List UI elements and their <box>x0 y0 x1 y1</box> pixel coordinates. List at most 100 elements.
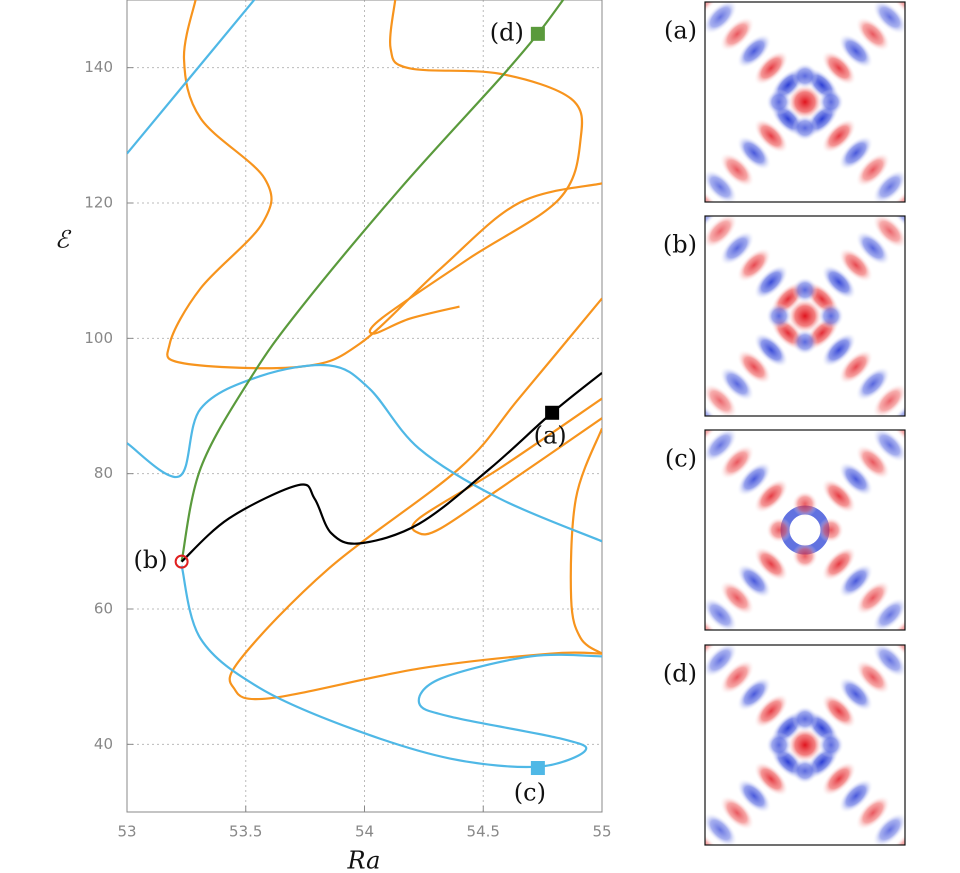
panel-blob <box>753 693 789 729</box>
x-tick-label: 54 <box>355 823 374 841</box>
marker-label: (d) <box>490 18 524 46</box>
panel-blob <box>787 727 823 763</box>
panel-blob <box>855 230 891 266</box>
panel-blob <box>719 366 755 402</box>
panel-blob <box>705 216 738 249</box>
panel-blob <box>753 478 789 514</box>
curve <box>127 0 256 155</box>
panel-blob <box>855 16 891 52</box>
panel-image <box>705 430 905 630</box>
panel-blob <box>766 517 792 543</box>
x-tick-label: 53.5 <box>229 823 262 841</box>
panel-blob <box>736 676 772 712</box>
x-axis-label: Ra <box>347 847 381 873</box>
panel-blob <box>838 135 874 171</box>
panel-blob <box>855 580 891 616</box>
panel-blob <box>855 444 891 480</box>
panel-blob <box>719 795 755 831</box>
panel-blob <box>753 264 789 300</box>
panel-blob <box>705 2 738 35</box>
panel-blob <box>736 349 772 385</box>
panel-blob <box>719 580 755 616</box>
panel-blob <box>872 2 905 35</box>
panel-frame <box>704 1 906 203</box>
y-axis-label: ℰ <box>55 226 72 254</box>
marker <box>174 554 189 569</box>
panel-blob <box>872 383 905 416</box>
panel-label: (c) <box>665 445 697 473</box>
panel-image <box>705 216 905 416</box>
panel-blob <box>736 461 772 497</box>
panel-blob <box>719 659 755 695</box>
plot-area <box>127 0 602 769</box>
panel-frame <box>704 644 906 846</box>
panel-blob <box>705 430 738 463</box>
y-tick-label: 120 <box>84 194 113 212</box>
y-tick-label: 100 <box>84 329 113 347</box>
panel-blob <box>872 812 905 845</box>
panel-blob <box>855 795 891 831</box>
marker <box>530 761 545 776</box>
panel-blob <box>792 115 818 141</box>
panel-blob <box>792 543 818 569</box>
panel-blob <box>821 546 857 582</box>
panel-blob <box>736 135 772 171</box>
panel-blob <box>719 444 755 480</box>
panel-blob <box>705 645 738 678</box>
plot-frame <box>126 0 603 813</box>
panel-blob <box>821 693 857 729</box>
panel-blob <box>838 676 874 712</box>
marker <box>545 405 560 420</box>
panel-blob <box>719 230 755 266</box>
panel-blob <box>838 563 874 599</box>
panel-blob <box>821 332 857 368</box>
panel-blob <box>766 303 792 329</box>
panel-blob <box>855 659 891 695</box>
panel-label: (a) <box>664 17 697 45</box>
panel-blob <box>719 152 755 188</box>
curve <box>228 297 602 701</box>
x-tick-label: 53 <box>117 823 136 841</box>
panel-blob <box>872 216 905 249</box>
panel-blob <box>818 732 844 758</box>
panel-blob <box>838 778 874 814</box>
panel-blob <box>705 812 738 845</box>
panel-image <box>705 645 905 845</box>
panel-frame <box>704 429 906 631</box>
panel-label: (b) <box>663 231 697 259</box>
panel-blob <box>736 563 772 599</box>
curve <box>180 0 565 562</box>
panel-blob <box>792 277 818 303</box>
panel-blob <box>753 118 789 154</box>
panel-blob <box>821 50 857 86</box>
panel-blob <box>872 430 905 463</box>
panel-blob <box>736 33 772 69</box>
panel-blob <box>736 247 772 283</box>
panel-label: (d) <box>663 660 697 688</box>
panel-blob <box>838 247 874 283</box>
panel-blob <box>787 84 823 120</box>
panel-blob <box>766 89 792 115</box>
panel-blob <box>872 645 905 678</box>
marker <box>530 26 545 41</box>
curve <box>180 371 602 563</box>
panel-blob <box>792 63 818 89</box>
panel-blob <box>838 33 874 69</box>
marker-label: (a) <box>534 421 567 449</box>
y-tick-label: 40 <box>94 735 113 753</box>
panel-blob <box>787 298 823 334</box>
marker-label: (c) <box>514 779 546 807</box>
panel-blob <box>719 16 755 52</box>
curve <box>569 427 602 655</box>
panel-blob <box>818 303 844 329</box>
panel-frame <box>704 215 906 417</box>
y-tick-label: 60 <box>94 600 113 618</box>
y-tick-label: 140 <box>84 58 113 76</box>
panel-blob <box>872 597 905 630</box>
curve <box>180 565 602 769</box>
x-tick-label: 54.5 <box>467 823 500 841</box>
panel-blob <box>818 89 844 115</box>
curve <box>368 0 584 335</box>
panel-blob <box>821 478 857 514</box>
panel-blob <box>792 329 818 355</box>
